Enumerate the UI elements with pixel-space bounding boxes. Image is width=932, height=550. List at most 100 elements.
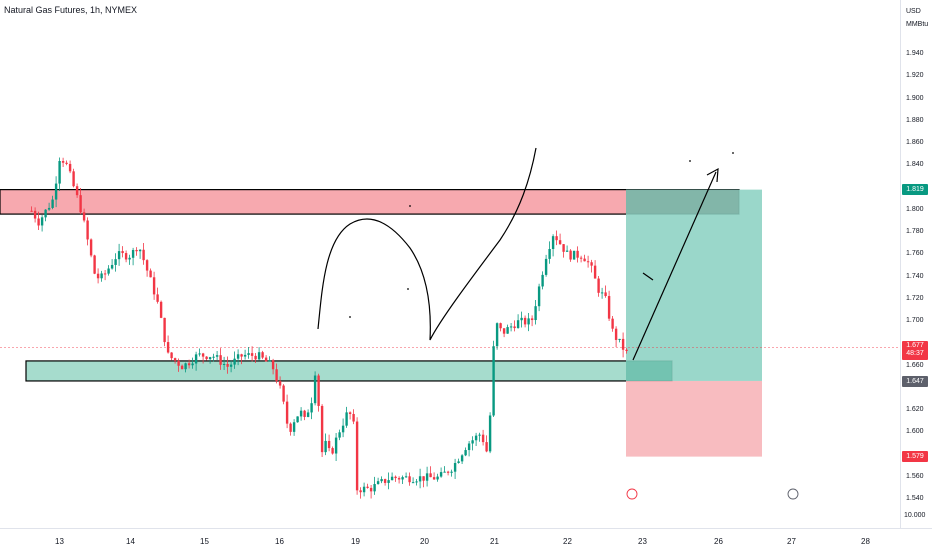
candle-body: [292, 422, 296, 432]
candle-body: [478, 434, 481, 436]
candle-body: [583, 258, 586, 262]
stop-price-badge: 1.579: [902, 451, 928, 462]
scale-label[interactable]: 10.000: [904, 512, 926, 519]
candle-body: [212, 356, 215, 358]
candle-body: [33, 210, 37, 219]
candle-body: [541, 274, 544, 287]
candle-body: [453, 462, 457, 472]
candle-body: [40, 217, 44, 226]
price-tick: 1.600: [906, 428, 924, 436]
candle-body: [544, 258, 548, 275]
candle-body: [537, 286, 541, 307]
candle-body: [313, 375, 317, 404]
candle-body: [408, 476, 411, 483]
candle-body: [261, 352, 264, 358]
candle-body: [324, 440, 327, 453]
candle-body: [509, 326, 513, 328]
price-axis-unit[interactable]: USD MMBtu: [906, 7, 928, 30]
candle-body: [401, 477, 404, 480]
candle-body: [376, 481, 380, 485]
candle-body: [474, 435, 478, 441]
marker-dot: [349, 316, 351, 318]
candle-body: [394, 476, 397, 479]
candle-body: [166, 342, 170, 353]
candle-body: [303, 410, 306, 417]
candle-body: [198, 353, 201, 355]
candle-body: [201, 353, 205, 357]
candle-body: [593, 265, 597, 279]
candle-body: [173, 358, 177, 361]
candle-body: [243, 354, 247, 357]
time-tick: 22: [563, 537, 572, 546]
price-tick: 1.620: [906, 406, 924, 413]
candle-body: [191, 363, 194, 366]
candle-body: [152, 277, 156, 295]
price-tick: 1.720: [906, 294, 924, 302]
profit-zone: [626, 189, 762, 381]
candle-body: [110, 264, 114, 269]
event-icon: [787, 488, 799, 500]
target-price-badge: 1.819: [902, 184, 928, 195]
candle-body: [576, 250, 579, 258]
overlap-zone-demand: [626, 360, 672, 381]
price-tick: 1.800: [906, 205, 924, 213]
candle-body: [460, 455, 464, 462]
marker-dot: [409, 205, 411, 207]
candle-body: [61, 161, 65, 163]
time-tick: 28: [861, 537, 870, 546]
price-tick: 1.540: [906, 495, 924, 502]
time-tick: 19: [351, 537, 360, 546]
candle-body: [86, 220, 89, 240]
candle-body: [47, 207, 51, 210]
marker-stroke: [642, 272, 654, 281]
time-tick: 13: [55, 537, 64, 546]
candle-body: [513, 326, 516, 329]
candle-body: [530, 318, 534, 321]
candle-body: [471, 440, 474, 444]
candle-body: [572, 250, 576, 260]
price-tick: 1.740: [906, 272, 924, 280]
candle-body: [502, 328, 506, 334]
candle-body: [128, 257, 131, 260]
candle-body: [597, 278, 600, 293]
chart-title: Natural Gas Futures, 1h, NYMEX: [4, 5, 138, 15]
unit-label: MMBtu: [906, 21, 929, 28]
candle-body: [247, 353, 250, 355]
candle-body: [299, 410, 303, 417]
candle-body: [492, 346, 495, 416]
time-tick: 21: [490, 537, 499, 546]
candle-body: [443, 471, 446, 473]
candle-body: [82, 212, 86, 221]
candle-body: [93, 255, 96, 274]
candle-body: [411, 482, 415, 484]
candle-body: [282, 385, 285, 402]
candle-body: [142, 249, 145, 261]
candle-body: [590, 262, 593, 266]
candle-body: [117, 251, 121, 260]
candle-body: [285, 401, 289, 424]
candle-body: [250, 353, 254, 356]
candle-body: [418, 476, 422, 482]
candle-body: [236, 354, 240, 359]
candle-body: [327, 440, 331, 449]
candle-body: [516, 320, 520, 329]
candle-body: [68, 163, 72, 172]
projection-arrow: [632, 171, 717, 361]
candle-body: [264, 357, 268, 362]
candle-body: [614, 328, 618, 340]
price-tick: 1.840: [906, 161, 924, 169]
price-tick: 1.700: [906, 317, 924, 324]
candle-body: [89, 239, 93, 256]
candle-body: [338, 432, 341, 438]
candle-body: [145, 260, 149, 271]
candle-body: [506, 327, 509, 334]
price-tick: 1.900: [906, 94, 924, 102]
candle-body: [488, 415, 492, 452]
candle-body: [520, 317, 523, 321]
candle-body: [268, 360, 271, 362]
marker-dot: [689, 160, 691, 162]
candle-body: [415, 481, 418, 483]
marker-dot: [407, 288, 409, 290]
